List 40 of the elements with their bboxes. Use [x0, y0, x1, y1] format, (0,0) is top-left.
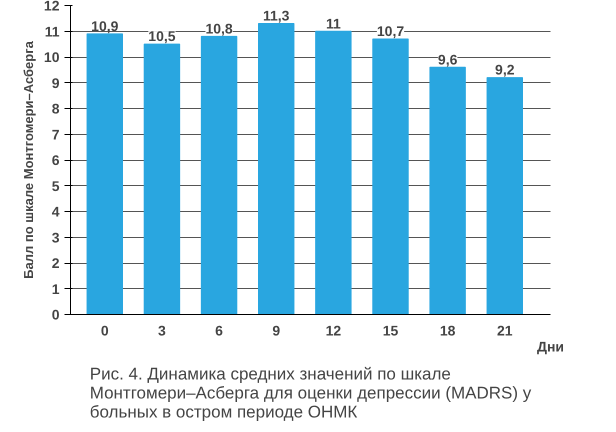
x-axis-title: Дни — [536, 338, 564, 354]
y-tick-label: 0 — [52, 306, 60, 322]
x-tick-label: 3 — [158, 322, 166, 338]
x-tick-label: 9 — [272, 322, 280, 338]
x-tick-label: 6 — [215, 322, 224, 338]
x-tick-label: 15 — [382, 322, 398, 338]
x-tick-label: 0 — [100, 322, 109, 338]
bar — [429, 66, 466, 314]
x-tick-label: 12 — [326, 322, 342, 338]
data-label: 9,6 — [438, 51, 458, 68]
bar — [86, 33, 123, 314]
data-label: 11,3 — [262, 8, 290, 24]
y-tick-label: 3 — [52, 229, 60, 246]
bar — [144, 44, 180, 314]
y-tick-label: 4 — [52, 204, 60, 220]
x-tick-label: 18 — [440, 322, 456, 338]
data-label: 10,5 — [148, 28, 176, 44]
bar — [315, 30, 352, 314]
y-tick-label: 8 — [52, 100, 60, 116]
x-tick-label: 21 — [497, 322, 513, 338]
y-tick-label: 11 — [44, 23, 60, 40]
y-tick-label: 10 — [44, 49, 60, 65]
y-axis-title: Балл по шкале Монтгомери–Асберга — [20, 40, 36, 279]
y-tick-label: 2 — [52, 255, 60, 271]
bar — [200, 36, 238, 314]
y-tick-label: 6 — [52, 152, 60, 168]
data-label: 10,9 — [91, 18, 119, 34]
data-label: 10,7 — [376, 22, 404, 39]
bar — [486, 77, 523, 314]
y-tick-label: 1 — [52, 280, 60, 297]
data-label: 9,2 — [495, 62, 515, 78]
bar — [258, 23, 294, 314]
y-tick-label: 12 — [44, 0, 60, 14]
data-label: 10,8 — [205, 20, 233, 36]
bar — [372, 38, 409, 314]
data-label: 11 — [326, 15, 341, 32]
text: Рис. 4. Динамика средних значений по шкале Монтгомери–Асберга для оценки депрессии (MADRS) у больных в остром периоде ОНМК — [90, 364, 532, 422]
y-tick-label: 9 — [52, 74, 60, 91]
y-tick-label: 7 — [52, 126, 60, 142]
y-tick-label: 5 — [52, 178, 60, 194]
